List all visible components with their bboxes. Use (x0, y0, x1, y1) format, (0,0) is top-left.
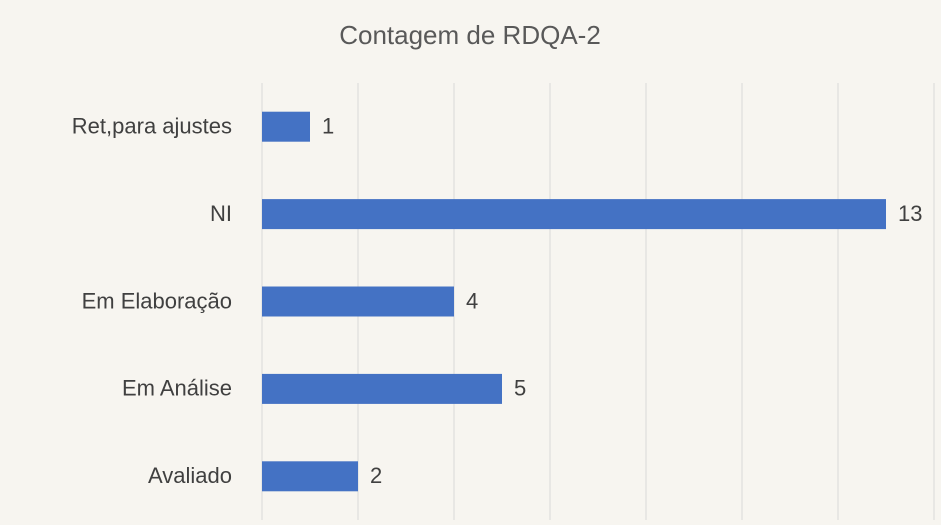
data-label: 4 (466, 288, 478, 313)
bar (262, 461, 358, 492)
bar (262, 111, 310, 142)
y-tick-label: Em Análise (122, 376, 232, 401)
bar (262, 199, 886, 230)
bar (262, 286, 454, 317)
data-label: 2 (370, 463, 382, 488)
bar (262, 373, 502, 404)
data-label: 5 (514, 376, 526, 401)
data-label: 1 (322, 114, 334, 139)
chart-title: Contagem de RDQA-2 (339, 20, 601, 50)
y-tick-label: Avaliado (148, 463, 232, 488)
y-tick-label: Em Elaboração (82, 288, 232, 313)
y-tick-label: NI (210, 201, 232, 226)
data-label: 13 (898, 201, 922, 226)
y-tick-label: Ret,para ajustes (72, 114, 232, 139)
